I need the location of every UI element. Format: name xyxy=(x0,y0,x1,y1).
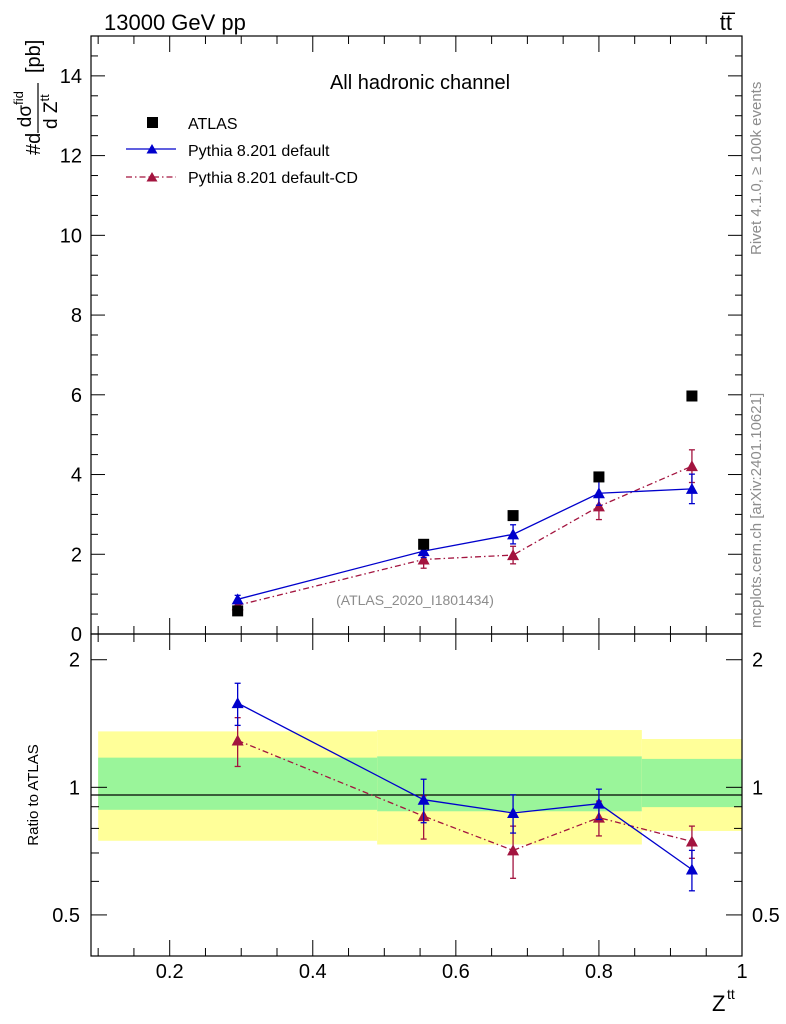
mcplots-label: mcplots.cern.ch [arXiv:2401.10621] xyxy=(748,393,765,628)
main-y-tick-label: 6 xyxy=(71,385,82,407)
ratio-point-default-cd xyxy=(685,835,698,847)
legend: ATLAS Pythia 8.201 default Pythia 8.201 … xyxy=(126,116,358,187)
chart-title: All hadronic channel xyxy=(330,72,510,94)
point-default xyxy=(507,528,520,540)
point-atlas xyxy=(686,390,698,402)
point-default xyxy=(685,482,698,494)
ratio-point-default xyxy=(417,793,430,805)
ratio-y-tick-label: 2 xyxy=(69,650,80,672)
ratio-x-tick-label: 0.2 xyxy=(156,961,184,983)
main-y-axis-label: #d dσfid d Ztt [pb] xyxy=(11,40,62,155)
energy-label: 13000 GeV pp xyxy=(104,10,246,35)
point-default-cd xyxy=(417,553,430,565)
ratio-uncertainty-bands xyxy=(98,730,742,845)
band-inner xyxy=(641,758,742,808)
main-x-ticks xyxy=(97,36,743,634)
ratio-point-default xyxy=(231,697,244,709)
legend-marker-default-cd xyxy=(146,172,158,182)
point-atlas xyxy=(593,471,605,483)
legend-label-default: Pythia 8.201 default xyxy=(188,143,330,160)
point-atlas xyxy=(418,538,430,550)
series-line-default xyxy=(237,488,692,600)
process-label: tt̅ xyxy=(720,10,736,35)
main-panel: 0 2 4 6 8 10 12 14 All hadronic channel (ATLAS_… xyxy=(11,35,743,646)
ratio-x-tick-label: 0.8 xyxy=(585,961,613,983)
rivet-label: Rivet 4.1.0, ≥ 100k events xyxy=(748,82,765,255)
main-y-tick-label: 2 xyxy=(71,544,82,566)
point-default xyxy=(592,487,605,499)
legend-label-atlas: ATLAS xyxy=(188,116,238,133)
ratio-plot-area xyxy=(231,682,698,892)
main-plot-area xyxy=(231,390,698,617)
main-y-tick-label: 4 xyxy=(71,465,82,487)
legend-marker-default xyxy=(146,144,158,154)
series-line-default-cd xyxy=(237,465,693,606)
ratio-x-tick-label: 0.4 xyxy=(299,961,327,983)
main-y-tick-label: 8 xyxy=(71,305,82,327)
main-y-tick-label: 14 xyxy=(60,66,82,88)
main-y-tick-label: 10 xyxy=(60,225,82,247)
ratio-y-tick-label: 1 xyxy=(69,777,80,799)
ratio-frame xyxy=(90,633,743,957)
legend-marker-atlas xyxy=(147,117,158,128)
point-default-cd xyxy=(685,460,698,472)
ratio-x-tick-label: 0.6 xyxy=(442,961,470,983)
x-axis-label: Z tt xyxy=(712,986,735,1016)
svg-text:d Ztt: d Ztt xyxy=(37,94,62,129)
legend-label-default-cd: Pythia 8.201 default-CD xyxy=(188,170,358,187)
ratio-point-default-cd xyxy=(231,734,244,746)
ratio-point-default-cd xyxy=(507,844,520,856)
band-inner xyxy=(377,756,556,812)
ratio-x-tick-label: 1 xyxy=(736,961,747,983)
svg-text:tt: tt xyxy=(727,986,735,1002)
ratio-y-tick-label: 0.5 xyxy=(52,905,80,927)
analysis-label: (ATLAS_2020_I1801434) xyxy=(336,592,494,608)
point-atlas xyxy=(507,510,519,522)
ratio-y-tick-label-right: 2 xyxy=(752,650,763,672)
ratio-y-tick-label-right: 1 xyxy=(752,777,763,799)
main-y-axis: 0 2 4 6 8 10 12 14 xyxy=(60,35,742,646)
main-y-tick-label: 12 xyxy=(60,146,82,168)
point-default-cd xyxy=(507,549,520,561)
ratio-point-default xyxy=(507,806,520,818)
point-default xyxy=(231,593,244,605)
ratio-y-tick-label-right: 0.5 xyxy=(752,905,780,927)
svg-text:#d dσfid: #d dσfid xyxy=(11,91,45,155)
ratio-x-axis: 0.2 0.4 0.6 0.8 1 xyxy=(97,634,748,983)
point-default-cd xyxy=(592,500,605,512)
ratio-point-default xyxy=(685,863,698,875)
point-atlas xyxy=(232,605,244,617)
ratio-y-axis-label: Ratio to ATLAS xyxy=(25,744,42,845)
ratio-y-axis: 0.5 0.5 1 1 2 2 xyxy=(52,650,780,957)
svg-text:[pb]: [pb] xyxy=(23,40,45,73)
svg-text:Z: Z xyxy=(712,991,725,1016)
ratio-panel: 0.5 0.51 12 2 0.2 0.4 0.6 0.8 1 Ratio to ATLAS … xyxy=(25,633,780,1016)
point-default xyxy=(417,545,430,557)
ratio-point-default xyxy=(592,797,605,809)
main-y-tick-label: 0 xyxy=(71,624,82,646)
